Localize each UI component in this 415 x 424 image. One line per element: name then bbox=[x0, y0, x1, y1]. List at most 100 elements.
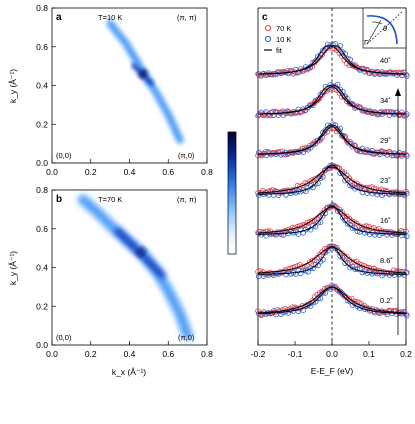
data-point-10k bbox=[278, 152, 284, 158]
panel-label-a: a bbox=[56, 12, 62, 23]
y-tick-label: 0.8 bbox=[36, 185, 48, 195]
heatmap-b bbox=[77, 193, 194, 342]
data-point-70k bbox=[265, 112, 271, 119]
inset-angle-line bbox=[366, 19, 382, 45]
fermi-arc-halo bbox=[77, 193, 194, 342]
x-tick-label: -0.2 bbox=[251, 349, 266, 359]
legend-label-fit: fit bbox=[276, 46, 283, 55]
y-tick-label: 0.8 bbox=[36, 3, 48, 13]
edc-curve-group: 0.2˚ bbox=[255, 282, 410, 319]
panel-label-b: b bbox=[56, 194, 62, 205]
data-point-70k bbox=[351, 63, 358, 70]
data-point-10k bbox=[312, 181, 319, 187]
fit-line-10k bbox=[258, 45, 406, 75]
angle-arrow-head bbox=[395, 88, 401, 96]
fit-line-10k bbox=[257, 286, 407, 315]
data-point-10k bbox=[357, 185, 363, 192]
legend-label-70k: 70 K bbox=[276, 24, 291, 33]
x-tick-label: 0.8 bbox=[201, 167, 213, 177]
data-point-10k bbox=[342, 293, 348, 300]
data-point-70k bbox=[336, 90, 343, 96]
data-point-10k bbox=[307, 265, 314, 271]
annotation-a: T=10 K bbox=[98, 13, 122, 22]
edc-curve-group: 40˚ bbox=[255, 41, 410, 79]
legend-label-10k: 10 K bbox=[276, 35, 291, 44]
data-point-70k bbox=[339, 208, 345, 215]
data-point-70k bbox=[385, 149, 392, 156]
data-point-70k bbox=[289, 304, 296, 311]
data-point-70k bbox=[348, 218, 355, 224]
fit-line-10k bbox=[258, 205, 406, 235]
angle-label: 34˚ bbox=[380, 96, 391, 105]
y-axis-label-a: k_y (Å⁻¹) bbox=[8, 69, 18, 103]
corner-label-bottom-left-b: (0,0) bbox=[56, 333, 72, 342]
angle-label: 40˚ bbox=[380, 56, 391, 65]
annotation-b: T=70 K bbox=[98, 195, 122, 204]
y-axis-label-b: k_y (Å⁻¹) bbox=[8, 251, 18, 285]
x-tick-label: 0.0 bbox=[326, 349, 338, 359]
x-tick-label: -0.1 bbox=[288, 349, 303, 359]
x-tick-label: 0.6 bbox=[162, 349, 174, 359]
y-tick-label: 0.0 bbox=[36, 158, 48, 168]
x-tick-label: 0.8 bbox=[201, 349, 213, 359]
data-point-10k bbox=[344, 221, 351, 227]
data-point-70k bbox=[351, 259, 358, 266]
panel-a: a T=10 K (π, π) (0,0) (π,0) 0.0 0.2 0.4 0.6… bbox=[8, 3, 213, 177]
data-point-70k bbox=[378, 186, 385, 193]
x-tick-label: 0.6 bbox=[162, 167, 174, 177]
fit-line-70k bbox=[258, 166, 406, 194]
y-tick-label: 0.6 bbox=[36, 224, 48, 234]
data-point-10k bbox=[332, 203, 339, 210]
ticks-b: 0.0 0.2 0.4 0.6 0.8 0.0 0.2 0.4 0.6 0.8 bbox=[36, 185, 213, 359]
corner-label-top-right-b: (π, π) bbox=[177, 195, 197, 204]
edc-curve-group: 16˚ bbox=[255, 202, 410, 240]
angle-label: 0.2˚ bbox=[380, 296, 393, 305]
inset-fermi-arc bbox=[366, 15, 398, 45]
x-tick-label: 0.4 bbox=[124, 167, 136, 177]
angle-label: 23˚ bbox=[380, 176, 391, 185]
y-tick-label: 0.2 bbox=[36, 301, 48, 311]
data-point-10k bbox=[312, 261, 319, 268]
data-point-10k bbox=[310, 222, 316, 229]
edc-curves: 40˚ 34˚ 29˚ 23˚ 16˚ 8.6˚ 0.2˚ bbox=[255, 41, 410, 319]
colorbar bbox=[227, 131, 237, 255]
corner-label-bottom-right-b: (π,0) bbox=[178, 333, 195, 342]
x-tick-label: 0.1 bbox=[363, 349, 375, 359]
heatmap-a bbox=[105, 18, 185, 145]
y-tick-label: 0.0 bbox=[36, 340, 48, 350]
panel-c: 40˚ 34˚ 29˚ 23˚ 16˚ 8.6˚ 0.2˚ -0.2 -0.1 0.0 0.1 0.… bbox=[251, 7, 412, 376]
angle-label: 29˚ bbox=[380, 136, 391, 145]
data-point-10k bbox=[403, 312, 410, 319]
x-tick-label: 0.2 bbox=[400, 349, 412, 359]
fit-line-10k bbox=[257, 245, 407, 275]
data-point-70k bbox=[339, 94, 345, 100]
fit-line-70k bbox=[258, 206, 406, 234]
x-axis-label-b: k_x (Å⁻¹) bbox=[112, 367, 146, 377]
corner-label-bottom-left-a: (0,0) bbox=[56, 151, 72, 160]
data-point-10k bbox=[354, 184, 361, 191]
intensity-peak bbox=[136, 247, 146, 257]
y-tick-label: 0.4 bbox=[36, 81, 48, 91]
data-point-10k bbox=[278, 231, 284, 238]
inset-diagonal bbox=[366, 10, 404, 45]
data-point-10k bbox=[349, 225, 356, 231]
data-point-10k bbox=[403, 233, 410, 240]
panel-b: b T=70 K (π, π) (0,0) (π,0) 0.0 0.2 0.4 0.6… bbox=[8, 185, 213, 377]
ticks-a: 0.0 0.2 0.4 0.6 0.8 0.0 0.2 0.4 0.6 0.8 bbox=[36, 3, 213, 177]
colorbar-gradient bbox=[227, 131, 237, 255]
y-tick-label: 0.6 bbox=[36, 42, 48, 52]
intensity-peak bbox=[138, 69, 148, 79]
data-point-10k bbox=[342, 177, 348, 184]
fit-line-10k bbox=[258, 84, 406, 115]
y-tick-label: 0.2 bbox=[36, 119, 48, 129]
panel-label-c: c bbox=[262, 12, 268, 23]
x-tick-label: 0.2 bbox=[85, 349, 97, 359]
data-point-70k bbox=[329, 125, 335, 131]
data-point-10k bbox=[403, 153, 410, 159]
fit-line-10k bbox=[258, 164, 406, 195]
data-point-70k bbox=[380, 187, 387, 194]
data-point-10k bbox=[354, 228, 361, 235]
data-point-70k bbox=[363, 223, 370, 229]
data-point-70k bbox=[289, 264, 296, 271]
